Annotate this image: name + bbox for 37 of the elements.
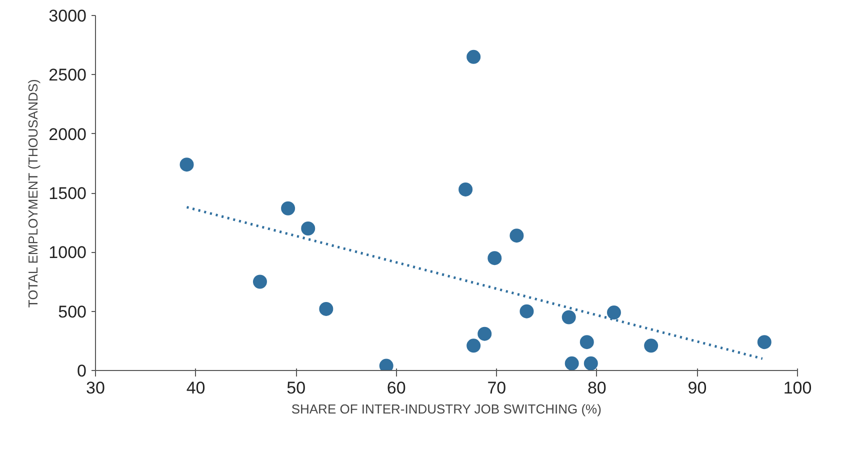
y-tick-label: 2000 bbox=[48, 124, 87, 144]
y-axis-title: TOTAL EMPLOYMENT (THOUSANDS) bbox=[26, 79, 41, 308]
y-tick-label: 2500 bbox=[48, 66, 87, 85]
x-axis-title: SHARE OF INTER-INDUSTRY JOB SWITCHING (%) bbox=[291, 402, 602, 416]
point bbox=[562, 310, 576, 324]
y-tick-label: 1000 bbox=[48, 243, 87, 262]
x-tick-label: 90 bbox=[688, 378, 707, 398]
x-tick-label: 50 bbox=[286, 378, 306, 398]
x-tick-label: 100 bbox=[783, 378, 812, 398]
y-tick-label: 500 bbox=[58, 302, 87, 322]
x-tick-label: 70 bbox=[487, 378, 506, 398]
point bbox=[301, 222, 316, 236]
point bbox=[478, 326, 492, 341]
point bbox=[379, 358, 394, 370]
x-tick-label: 80 bbox=[587, 378, 606, 398]
point bbox=[252, 274, 267, 289]
point bbox=[458, 182, 473, 196]
point bbox=[319, 302, 334, 316]
x-tick-label: 40 bbox=[186, 378, 206, 398]
point bbox=[564, 356, 579, 370]
y-tick-label: 1500 bbox=[48, 184, 87, 203]
point bbox=[466, 50, 481, 64]
point bbox=[606, 306, 621, 320]
point bbox=[466, 338, 481, 353]
x-tick-label: 30 bbox=[86, 378, 105, 398]
point bbox=[580, 335, 594, 350]
point bbox=[180, 158, 194, 172]
point bbox=[757, 335, 772, 350]
point bbox=[584, 356, 598, 370]
x-tick-label: 60 bbox=[386, 378, 406, 398]
point bbox=[644, 338, 658, 353]
y-tick-label: 0 bbox=[77, 362, 87, 380]
point bbox=[510, 228, 524, 243]
point bbox=[488, 251, 502, 266]
point bbox=[281, 201, 296, 216]
point bbox=[520, 304, 534, 318]
y-tick-label: 3000 bbox=[48, 6, 87, 26]
